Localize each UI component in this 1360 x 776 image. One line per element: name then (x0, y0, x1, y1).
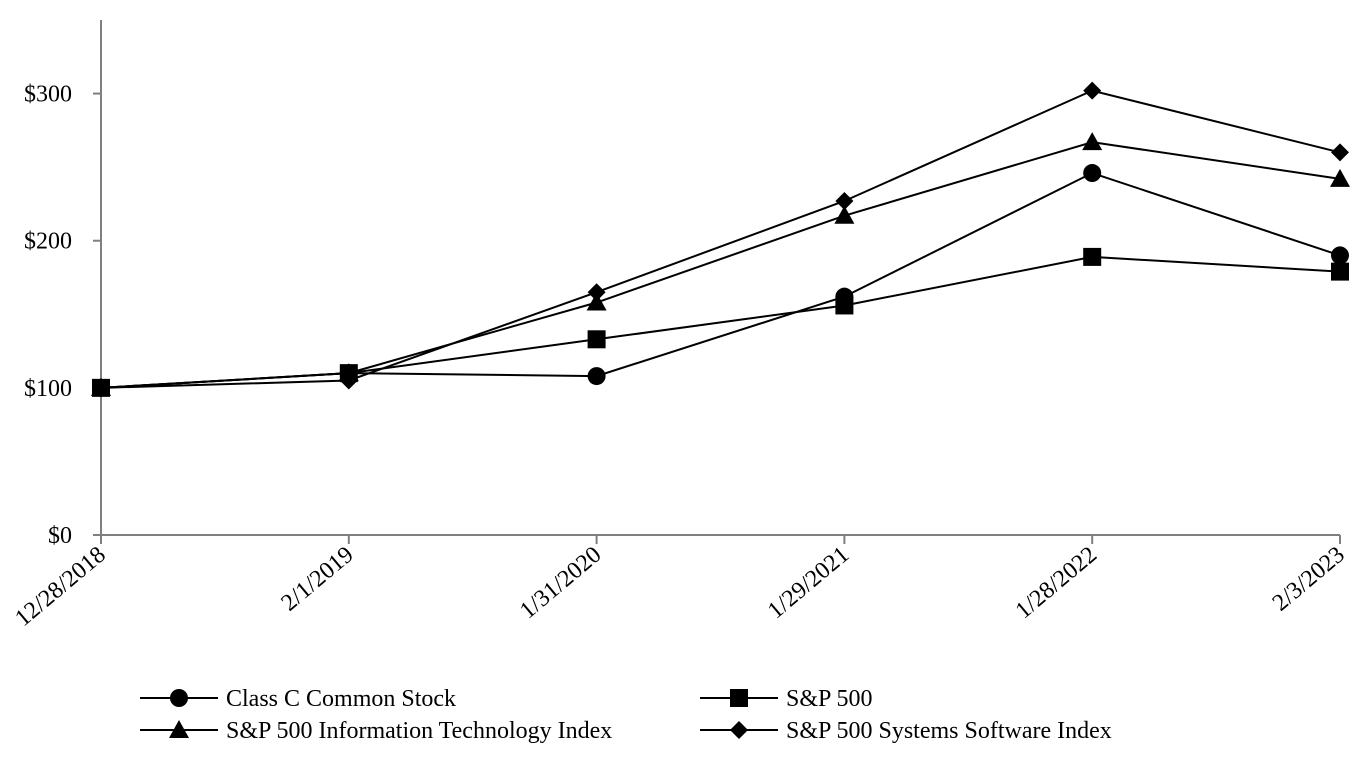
data-point (1083, 81, 1102, 100)
legend-item: S&P 500 Information Technology Index (140, 718, 612, 744)
data-point (1331, 246, 1349, 265)
legend-label: S&P 500 (786, 686, 872, 712)
legend-marker (730, 689, 748, 707)
data-point (1331, 143, 1349, 162)
data-point (835, 296, 854, 315)
legend-item: S&P 500 Systems Software Index (700, 718, 1112, 744)
x-tick-label: 2/3/2023 (1268, 542, 1350, 617)
series-triangle (91, 132, 1350, 396)
data-point (92, 378, 110, 397)
data-point (834, 205, 855, 224)
legend: Class C Common Stock S&P 500 S&P 500 Infor… (140, 686, 1112, 744)
x-tick-label: 1/31/2020 (515, 542, 606, 624)
x-tick-label: 12/28/2018 (10, 542, 110, 632)
data-point (1082, 132, 1103, 151)
legend-item: S&P 500 (700, 686, 872, 712)
legend-item: Class C Common Stock (140, 686, 456, 712)
series-circle (92, 164, 1349, 397)
y-tick-label: $300 (24, 82, 72, 108)
data-point (1330, 168, 1350, 187)
x-tick-label: 1/29/2021 (763, 542, 854, 624)
legend-marker (730, 721, 748, 739)
y-tick-label: $200 (24, 229, 72, 255)
series-line (100, 171, 1341, 389)
legend-label: S&P 500 Information Technology Index (226, 718, 612, 744)
data-point (1083, 247, 1102, 266)
data-point (587, 330, 606, 349)
data-point (835, 191, 854, 210)
x-tick-label: 1/28/2022 (1011, 542, 1102, 624)
data-point (586, 292, 607, 311)
axes: $0 $100 $200 $300 12/28/2018 2/1/2019 1/31/202… (10, 20, 1350, 632)
x-tick-label: 2/1/2019 (277, 542, 359, 617)
series-line (100, 255, 1341, 389)
legend-marker (170, 689, 188, 707)
data-point (587, 283, 606, 302)
series-diamond (92, 81, 1349, 397)
data-point (587, 367, 606, 386)
series-layer (91, 81, 1350, 397)
legend-marker (169, 720, 189, 738)
data-point (339, 371, 358, 390)
series-line (100, 89, 1341, 389)
data-point (1083, 164, 1102, 183)
series-square (92, 247, 1349, 397)
data-point (1331, 262, 1349, 281)
series-line (100, 141, 1341, 389)
legend-label: Class C Common Stock (226, 686, 456, 712)
y-tick-label: $100 (24, 376, 72, 402)
legend-label: S&P 500 Systems Software Index (786, 718, 1112, 744)
y-tick-label: $0 (48, 523, 72, 549)
